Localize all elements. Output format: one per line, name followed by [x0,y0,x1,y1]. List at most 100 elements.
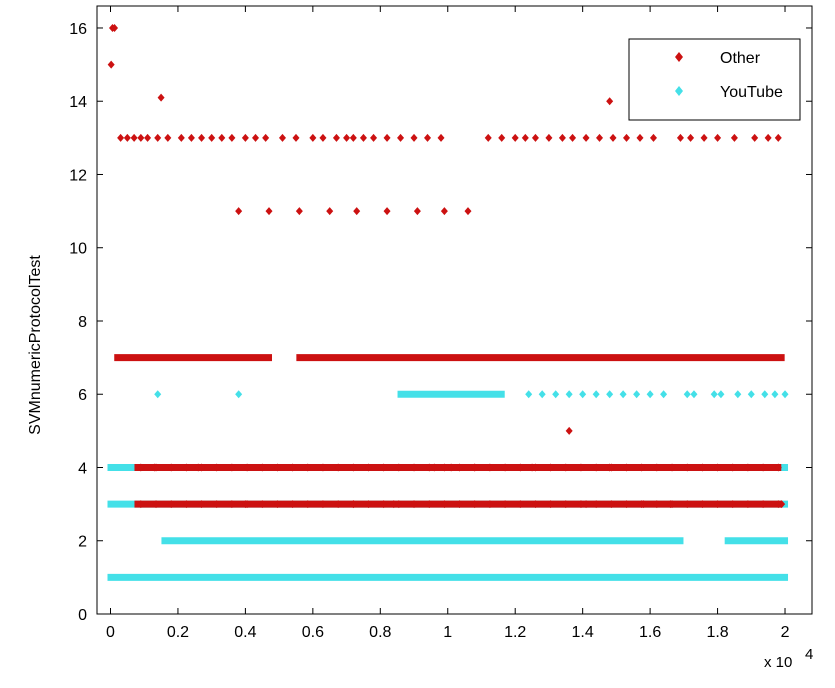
other-data-point [228,500,236,509]
y-tick-label: 2 [78,534,87,551]
other-data-point [218,133,226,142]
other-data-point [582,500,590,509]
other-data-point [729,500,737,509]
data-points [107,23,789,581]
other-data-point [187,133,195,142]
other-data-point [235,207,243,216]
other-data-point [714,133,722,142]
other-data-point [698,463,706,472]
x-tick-label: 2 [781,624,790,641]
other-data-point [349,133,357,142]
youtube-data-point [525,390,533,399]
other-data-point [117,133,125,142]
other-data-point [501,500,509,509]
other-data-point [653,500,661,509]
other-data-point [562,463,570,472]
legend-box [628,38,801,121]
youtube-data-point [717,390,725,399]
youtube-point-band [107,573,789,581]
x-tick-label: 1.4 [572,624,594,641]
other-data-point [157,93,165,102]
legend-marker-youtube [675,86,683,96]
youtube-data-point [565,390,573,399]
other-data-point [774,463,782,472]
youtube-data-point [747,390,755,399]
youtube-data-point [606,390,614,399]
youtube-data-point [690,390,698,399]
other-data-point [278,133,286,142]
other-data-point [292,133,300,142]
other-data-point [198,133,206,142]
other-data-point [683,500,691,509]
other-data-point [623,500,631,509]
other-data-point [430,463,438,472]
y-tick-label: 10 [69,241,87,258]
x-exponent-base: x 10 [764,654,792,671]
x-tick-label: 0.4 [234,624,256,641]
x-tick-label: 1.2 [504,624,526,641]
other-data-point [258,463,266,472]
other-data-point [410,500,418,509]
y-tick-label: 4 [78,460,87,477]
other-data-point [638,463,646,472]
other-data-point [258,500,266,509]
other-data-point [334,463,342,472]
other-data-point [636,133,644,142]
other-data-point [471,463,479,472]
other-point-band [114,354,273,362]
other-data-point [729,463,737,472]
youtube-data-point [154,390,162,399]
other-data-point [364,500,372,509]
y-tick-label: 16 [69,21,87,38]
other-data-point [744,463,752,472]
other-data-point [471,500,479,509]
x-tick-label: 0.2 [167,624,189,641]
other-data-point [521,133,529,142]
other-data-point [182,463,190,472]
other-data-point [332,133,340,142]
legend-label-other: Other [720,50,761,67]
other-data-point [380,500,388,509]
x-tick-label: 1.8 [706,624,728,641]
y-tick-label: 0 [78,607,87,624]
other-data-point [596,133,604,142]
other-data-point [213,463,221,472]
other-data-point [198,500,206,509]
y-tick-label: 8 [78,314,87,331]
other-data-point [486,463,494,472]
other-data-point [592,463,600,472]
other-data-point [198,463,206,472]
other-data-point [395,500,403,509]
other-data-point [623,133,631,142]
y-tick-label: 12 [69,167,87,184]
other-data-point [759,463,767,472]
other-data-point [241,133,249,142]
other-data-point [152,500,160,509]
youtube-data-point [579,390,587,399]
other-data-point [304,500,312,509]
other-data-point [569,133,577,142]
other-data-point [349,500,357,509]
other-data-point [440,500,448,509]
other-data-point [653,463,661,472]
other-data-point [252,133,260,142]
other-data-point [395,463,403,472]
youtube-data-point [734,390,742,399]
other-data-point [334,500,342,509]
other-data-point [343,133,351,142]
other-data-point [410,463,418,472]
other-data-point [390,500,398,509]
other-data-point [289,463,297,472]
youtube-data-point [538,390,546,399]
other-data-point [607,463,615,472]
other-data-point [565,426,573,435]
other-data-point [424,133,432,142]
youtube-data-point [235,390,243,399]
legend: Other YouTube [628,38,801,121]
other-data-point [243,500,251,509]
other-data-point [107,60,115,69]
x-exponent-power: 4 [805,646,813,663]
youtube-data-point [619,390,627,399]
other-data-point [111,23,119,32]
other-data-point [425,463,433,472]
